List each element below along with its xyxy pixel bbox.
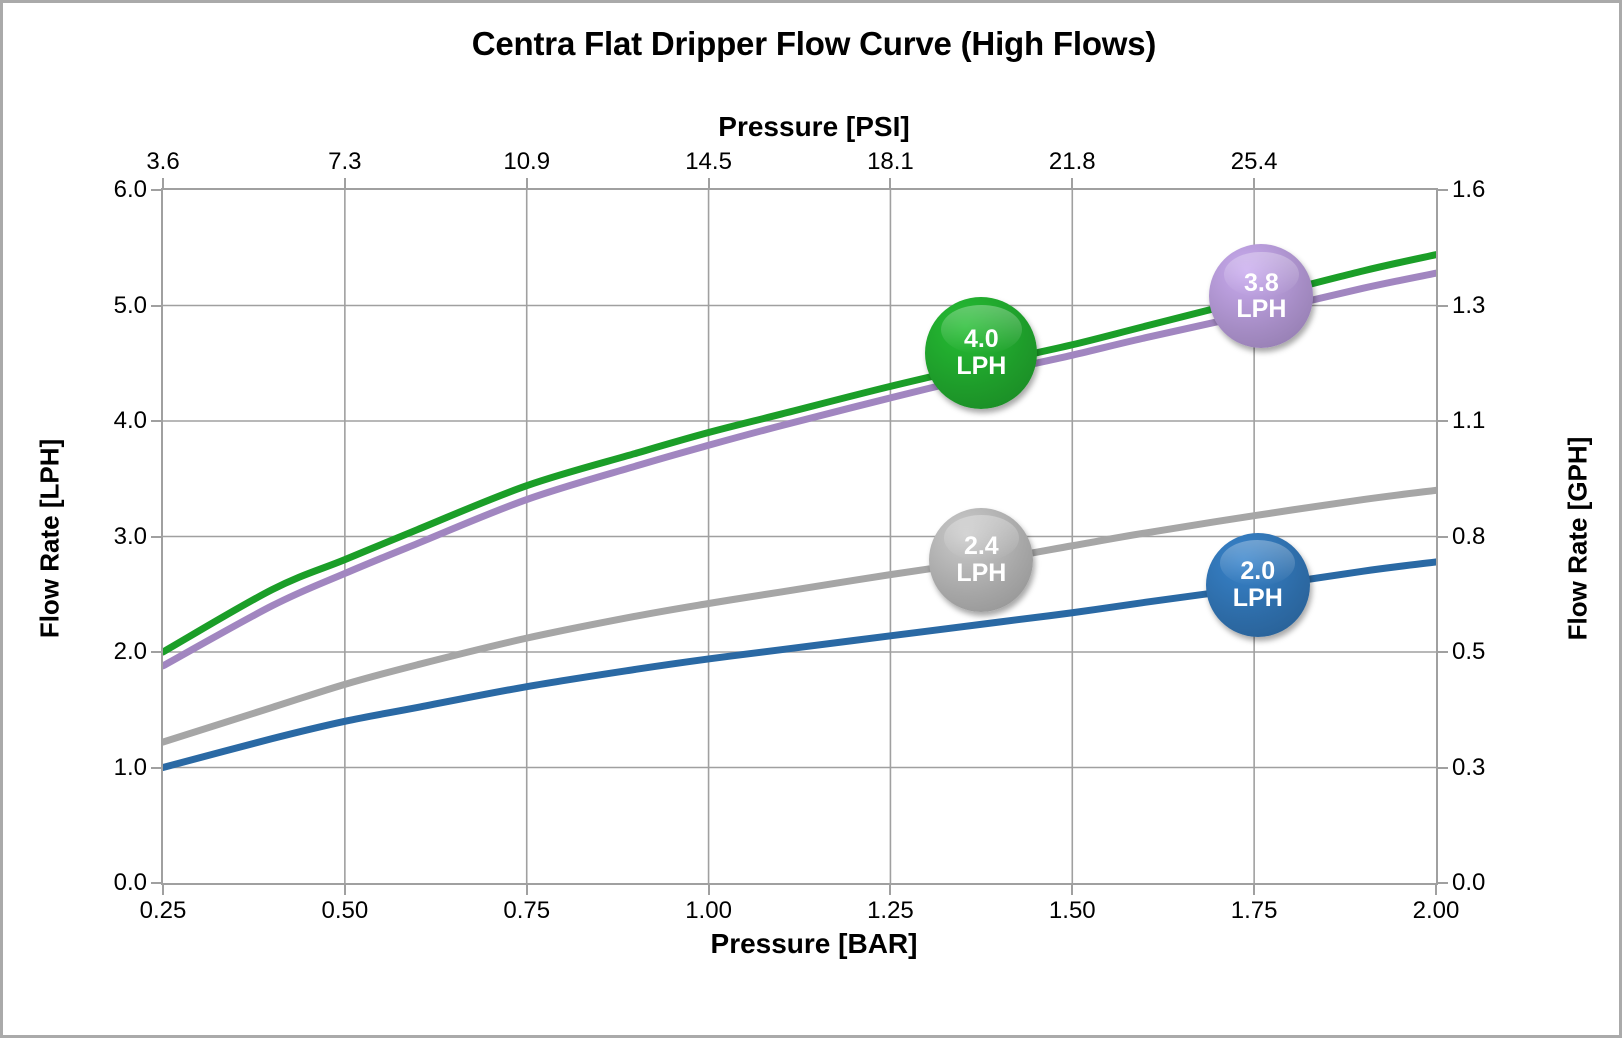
x-tick-label: 1.50 [1048, 897, 1096, 924]
y2-tick-label: 1.1 [1452, 407, 1486, 434]
data-label-unit: LPH [956, 558, 1007, 587]
tick-mark [151, 420, 161, 422]
tick-mark [343, 885, 346, 895]
x-tick-label: 1.00 [685, 897, 732, 924]
tick-mark [1071, 885, 1074, 895]
x-tick-label: 0.25 [139, 897, 187, 924]
tick-mark [162, 178, 164, 188]
data-label-value: 3.8 [1244, 268, 1279, 297]
data-label-value: 4.0 [963, 325, 999, 354]
tick-mark [525, 178, 528, 188]
x-tick-label: 2.00 [1412, 897, 1460, 924]
top-axis-title: Pressure [PSI] [718, 111, 910, 142]
tick-mark [889, 178, 892, 188]
y-tick-label: 1.0 [113, 753, 147, 781]
tick-mark [151, 535, 161, 538]
data-label-bubble: 3.8 LPH [1209, 244, 1314, 349]
tick-mark [525, 885, 528, 895]
x-tick-label: 0.50 [321, 897, 369, 924]
tick-mark [1253, 178, 1256, 188]
series-line [163, 486, 1436, 746]
data-label-value: 2.0 [1240, 557, 1276, 586]
y2-tick-label: 0.3 [1452, 753, 1486, 781]
tick-mark [889, 885, 892, 895]
y-tick-label: 3.0 [113, 522, 147, 550]
x2-tick-label: 3.6 [146, 148, 180, 175]
y2-tick-label: 1.3 [1452, 291, 1486, 319]
tick-mark [151, 766, 161, 769]
right-axis-title: Flow Rate [GPH] [1562, 436, 1593, 641]
y-tick-label: 4.0 [113, 407, 147, 434]
tick-mark [707, 178, 710, 188]
tick-mark [707, 885, 710, 895]
tick-mark [1435, 885, 1437, 895]
tick-mark [343, 178, 346, 188]
left-axis-title: Flow Rate [LPH] [34, 438, 65, 639]
data-label-unit: LPH [1236, 295, 1287, 324]
data-label-bubble: 2.4 LPH [929, 507, 1034, 612]
y-tick-label: 2.0 [113, 638, 147, 665]
tick-mark [151, 882, 161, 884]
x2-tick-label: 18.1 [867, 148, 914, 175]
tick-mark [1071, 178, 1074, 188]
tick-mark [1438, 882, 1448, 884]
x2-tick-label: 25.4 [1230, 148, 1278, 175]
tick-mark [1438, 535, 1448, 538]
tick-mark [1253, 885, 1256, 895]
y2-tick-label: 0.8 [1452, 522, 1486, 550]
y2-tick-label: 0.5 [1452, 638, 1486, 665]
tick-mark [1438, 766, 1448, 769]
y2-tick-label: 0.0 [1452, 869, 1486, 896]
y2-tick-label: 1.6 [1452, 176, 1486, 203]
x2-tick-label: 21.8 [1048, 148, 1096, 175]
chart-title: Centra Flat Dripper Flow Curve (High Flo… [471, 25, 1157, 62]
x2-tick-label: 10.9 [503, 148, 551, 175]
data-label-unit: LPH [1232, 584, 1283, 612]
data-label-bubble: 4.0 LPH [925, 296, 1038, 409]
x-tick-label: 0.75 [503, 897, 551, 924]
x2-tick-label: 7.3 [328, 148, 362, 175]
tick-mark [1438, 651, 1448, 653]
tick-mark [151, 189, 161, 191]
tick-mark [151, 651, 161, 653]
y-tick-label: 6.0 [113, 176, 147, 203]
data-label-unit: LPH [956, 351, 1007, 380]
tick-mark [1438, 189, 1448, 191]
data-label-value: 2.4 [963, 531, 999, 560]
bottom-axis-title: Pressure [BAR] [710, 928, 918, 959]
x-tick-label: 1.75 [1230, 897, 1278, 924]
data-label-bubble: 2.0 LPH [1205, 533, 1310, 637]
x2-tick-label: 14.5 [685, 148, 732, 175]
y-tick-label: 5.0 [113, 291, 147, 319]
tick-mark [162, 885, 164, 895]
tick-mark [1438, 304, 1448, 307]
x-tick-label: 1.25 [867, 897, 914, 924]
tick-mark [1438, 420, 1448, 422]
tick-mark [151, 304, 161, 307]
y-tick-label: 0.0 [113, 869, 147, 896]
